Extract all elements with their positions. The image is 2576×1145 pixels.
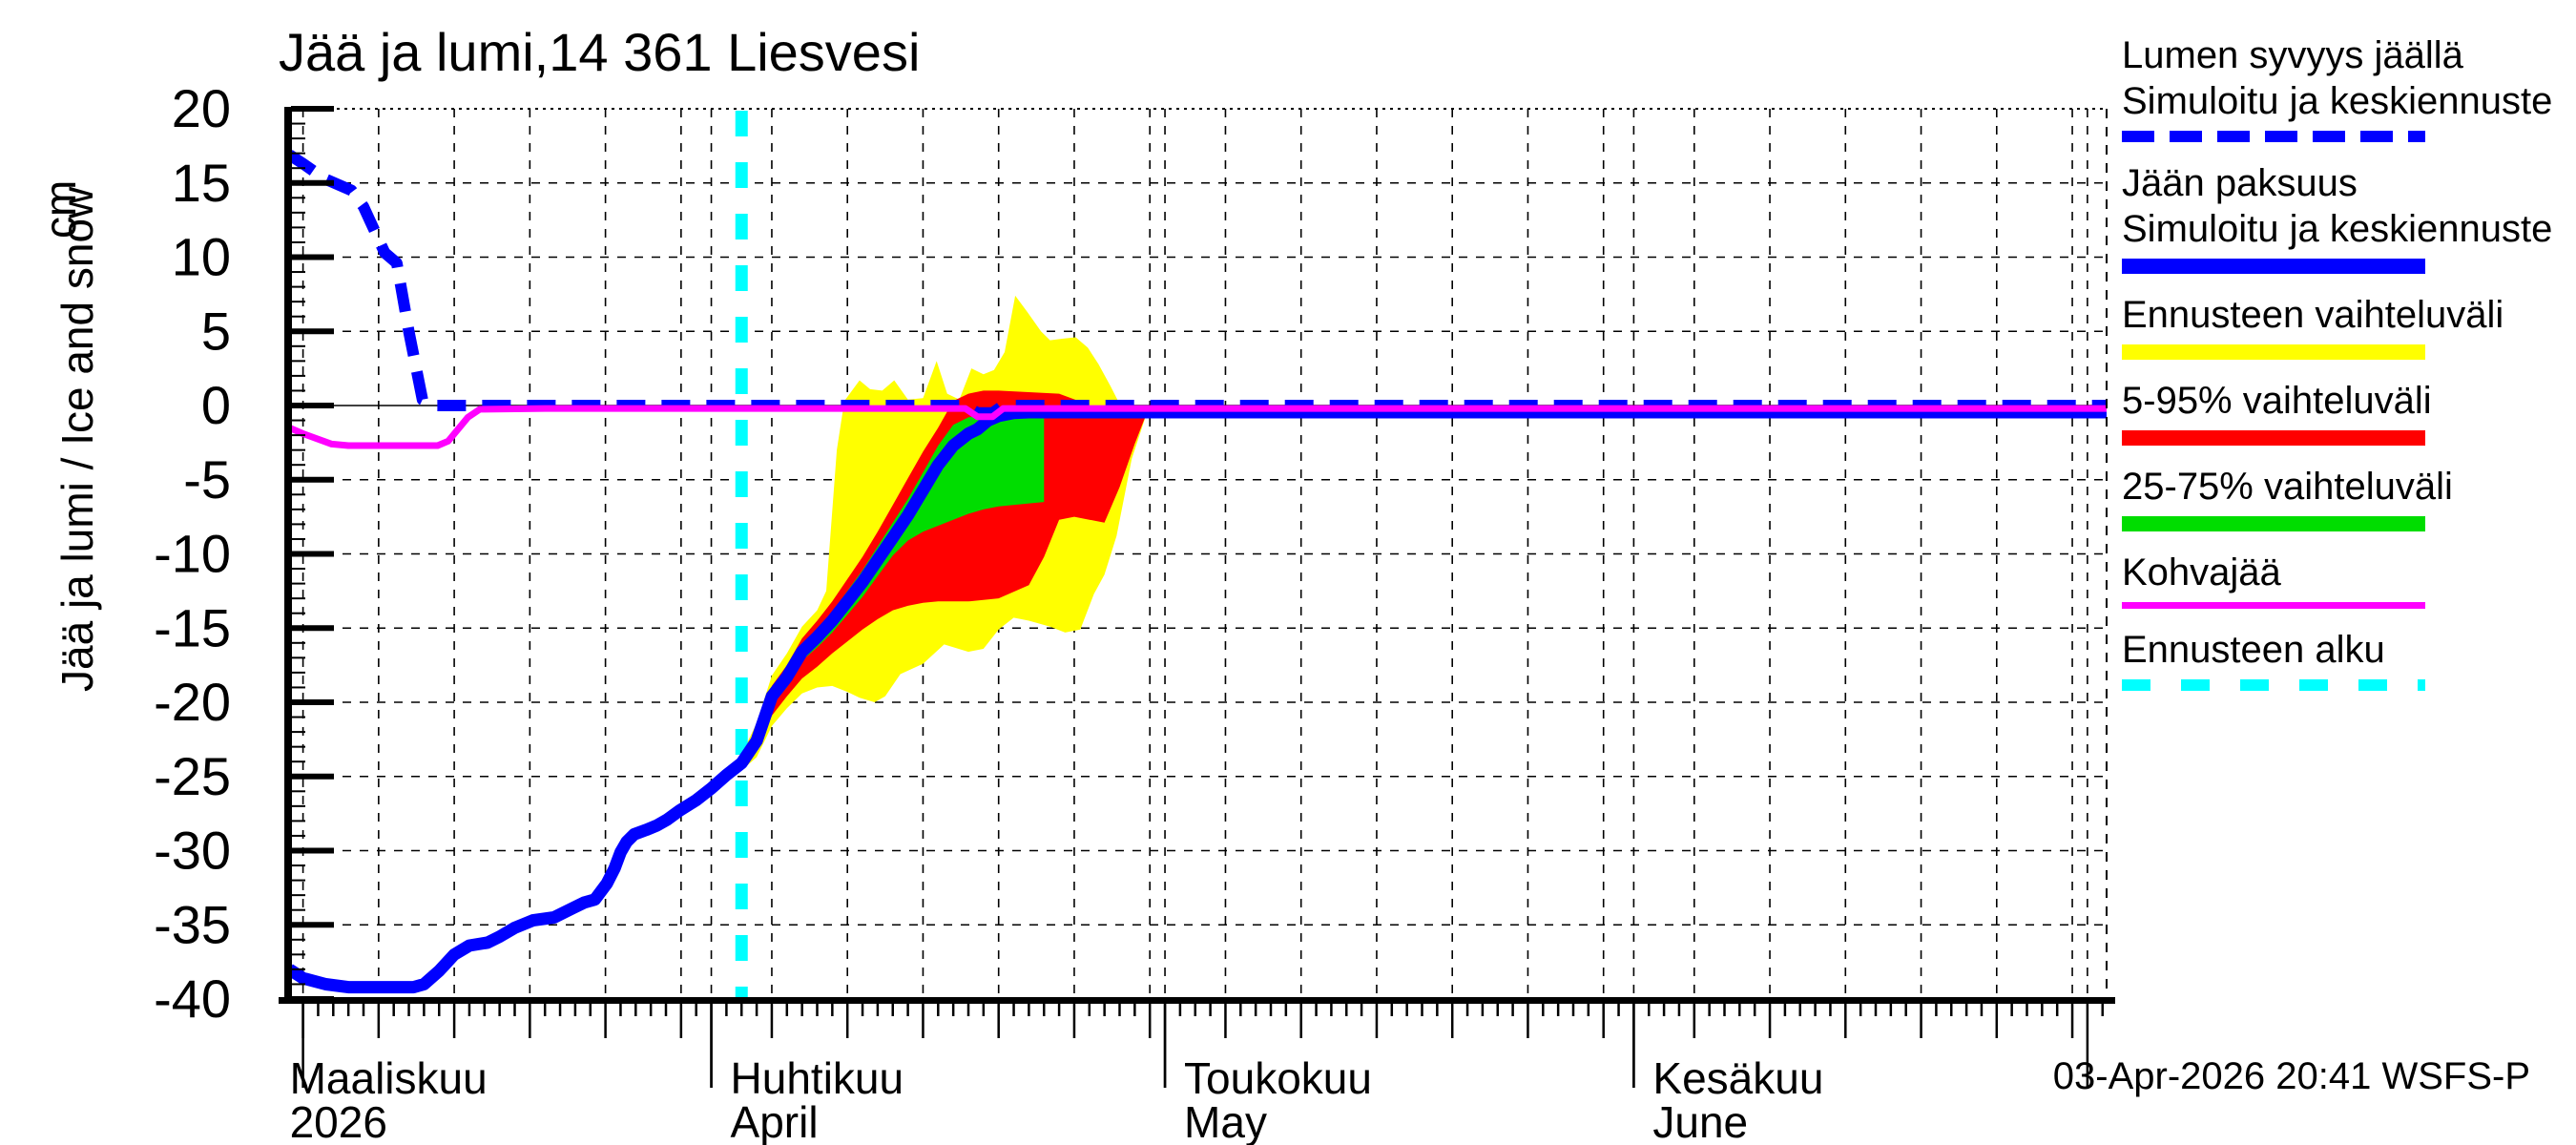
legend-label: 25-75% vaihteluväli bbox=[2122, 466, 2453, 508]
legend-item-5: Kohvajää bbox=[2122, 550, 2563, 609]
legend-item-6: Ennusteen alku bbox=[2122, 627, 2563, 691]
timestamp-footer: 03-Apr-2026 20:41 WSFS-P bbox=[2052, 1055, 2530, 1097]
legend-label: 5-95% vaihteluväli bbox=[2122, 380, 2432, 422]
month-label-fi: Maaliskuu bbox=[290, 1053, 488, 1103]
y-tick-label: 0 bbox=[201, 375, 231, 435]
legend-label: Ennusteen vaihteluväli bbox=[2122, 294, 2504, 336]
month-label-fi: Kesäkuu bbox=[1652, 1053, 1823, 1103]
legend-item-1: Jään paksuus Simuloitu ja keskiennuste bbox=[2122, 160, 2563, 274]
y-tick-label: -30 bbox=[154, 821, 231, 881]
data-lines bbox=[291, 111, 2107, 997]
legend-line-swatch bbox=[2122, 430, 2425, 446]
y-tick-label: 20 bbox=[172, 78, 231, 138]
y-tick-label: 10 bbox=[172, 227, 231, 287]
legend-line-swatch bbox=[2122, 131, 2425, 142]
y-tick-label: -35 bbox=[154, 894, 231, 954]
legend: Lumen syvyys jäällä Simuloitu ja keskienn… bbox=[2122, 32, 2563, 709]
band-range_5_95_percent bbox=[741, 390, 1147, 768]
legend-line-swatch bbox=[2122, 259, 2425, 274]
y-axis-label: Jää ja lumi / Ice and snow bbox=[52, 186, 102, 692]
y-tick-label: -15 bbox=[154, 597, 231, 657]
legend-item-0: Lumen syvyys jäällä Simuloitu ja keskienn… bbox=[2122, 32, 2563, 142]
legend-label: Simuloitu ja keskiennuste bbox=[2122, 208, 2553, 250]
legend-item-4: 25-75% vaihteluväli bbox=[2122, 464, 2563, 531]
y-tick-label: 15 bbox=[172, 153, 231, 213]
series-ice_thickness_simulated_and_mean_forecast bbox=[291, 406, 2107, 994]
gridlines bbox=[291, 109, 2107, 999]
axis-labels: 20 15 10 5 0 -5 -10 -15 -20 -25 -30 -35 -40 Maaliskuu… bbox=[154, 78, 1823, 1145]
y-tick-label: -25 bbox=[154, 746, 231, 806]
legend-item-2: Ennusteen vaihteluväli bbox=[2122, 292, 2563, 360]
month-label-en: 2026 bbox=[290, 1097, 387, 1145]
legend-line-swatch bbox=[2122, 344, 2425, 360]
band-range_25_75_percent bbox=[741, 413, 1045, 766]
forecast-bands bbox=[741, 295, 1147, 771]
y-tick-label: -10 bbox=[154, 524, 231, 584]
y-axis-unit: cm bbox=[35, 179, 85, 239]
month-label-en: April bbox=[731, 1097, 819, 1145]
series-snow_depth_on_ice_simulated_and_mean_forecast bbox=[291, 150, 2107, 419]
legend-label: Kohvajää bbox=[2122, 552, 2281, 593]
month-label-en: May bbox=[1184, 1097, 1267, 1145]
legend-label: Lumen syvyys jäällä bbox=[2122, 34, 2463, 76]
month-label-fi: Huhtikuu bbox=[731, 1053, 904, 1103]
series-kohvajaa_snow_ice bbox=[291, 405, 2107, 449]
y-tick-label: -40 bbox=[154, 968, 231, 1029]
legend-label: Simuloitu ja keskiennuste bbox=[2122, 80, 2553, 122]
legend-line-swatch bbox=[2122, 516, 2425, 531]
month-label-fi: Toukokuu bbox=[1184, 1053, 1372, 1103]
y-tick-label: -20 bbox=[154, 672, 231, 732]
page-title: Jää ja lumi,14 361 Liesvesi bbox=[279, 22, 921, 82]
legend-line-swatch bbox=[2122, 602, 2425, 609]
legend-line-swatch bbox=[2122, 679, 2425, 691]
y-tick-label: 5 bbox=[201, 301, 231, 361]
month-label-en: June bbox=[1652, 1097, 1748, 1145]
legend-label: Jään paksuus bbox=[2122, 162, 2358, 204]
legend-item-3: 5-95% vaihteluväli bbox=[2122, 378, 2563, 446]
legend-label: Ennusteen alku bbox=[2122, 629, 2385, 671]
y-tick-label: -5 bbox=[183, 449, 231, 510]
axes bbox=[279, 106, 2115, 1088]
